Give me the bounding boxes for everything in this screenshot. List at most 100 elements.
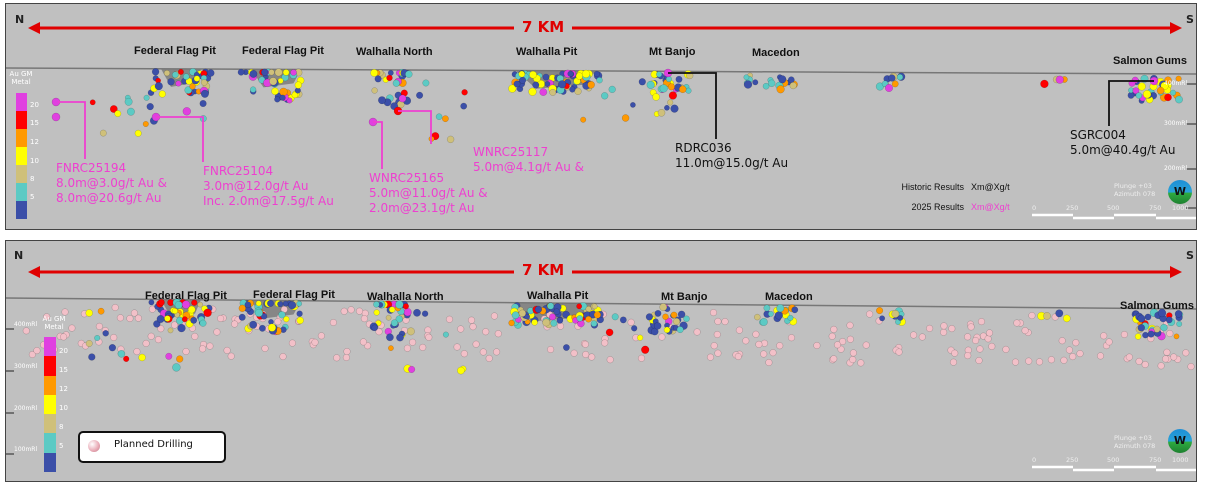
drill-intercept — [1043, 312, 1051, 320]
drill-intercept — [654, 309, 662, 317]
planned-drill-hole — [453, 343, 461, 351]
planned-drill-hole — [977, 318, 986, 326]
planned-drill-hole — [1058, 337, 1066, 345]
pit-label-mt-banjo: Mt Banjo — [649, 46, 696, 58]
drill-intercept — [237, 68, 245, 76]
drill-intercept — [1142, 90, 1152, 99]
drill-intercept — [296, 310, 303, 317]
drill-intercept — [193, 75, 201, 82]
planned-drill-hole — [1002, 345, 1010, 353]
planned-drill-hole — [1069, 353, 1077, 361]
drill-intercept — [296, 316, 304, 325]
drill-intercept — [181, 300, 191, 309]
drill-intercept — [392, 79, 400, 87]
drill-intercept — [395, 315, 403, 323]
elevation-label: 300mRl — [1164, 120, 1188, 127]
planned-drill-hole — [154, 336, 162, 344]
distance-arrow — [28, 266, 1182, 278]
planned-drill-hole — [1021, 327, 1029, 335]
drill-intercept — [254, 308, 264, 318]
drill-intercept — [288, 301, 297, 310]
drill-intercept — [646, 80, 655, 89]
planned-drill-hole — [951, 349, 959, 357]
drill-intercept — [891, 80, 899, 88]
drill-intercept — [296, 300, 303, 307]
legend-tick: 5 — [59, 442, 64, 450]
drill-intercept — [667, 83, 675, 91]
drill-intercept — [190, 316, 198, 324]
planned-drill-hole — [975, 356, 983, 365]
planned-drill-hole — [601, 339, 609, 347]
drill-hole-dots — [51, 68, 1183, 144]
planned-drill-hole — [355, 307, 364, 315]
drill-intercept — [99, 129, 107, 137]
planned-drill-hole — [940, 328, 948, 336]
planned-drill-hole — [582, 350, 590, 359]
planned-drill-hole — [706, 353, 715, 361]
planned-drill-hole — [261, 344, 269, 352]
drill-intercept — [1147, 330, 1155, 338]
drill-intercept — [683, 315, 690, 323]
planned-drill-hole — [419, 343, 427, 351]
drill-intercept — [791, 306, 799, 314]
drill-intercept — [1164, 93, 1172, 102]
planned-drill-hole — [1011, 358, 1020, 366]
drill-intercept — [1142, 331, 1149, 339]
drill-intercept — [277, 301, 284, 308]
drill-intercept — [138, 353, 146, 362]
drill-intercept — [659, 84, 668, 93]
drill-intercept — [402, 303, 409, 310]
drill-intercept — [282, 69, 290, 76]
drill-intercept — [743, 74, 750, 81]
legend-color-segment — [16, 165, 27, 183]
drill-intercept — [776, 304, 785, 313]
drill-intercept — [767, 79, 776, 88]
planned-drill-hole — [949, 358, 958, 366]
drill-intercept — [767, 310, 774, 317]
drill-intercept — [1062, 314, 1071, 323]
planned-drill-hole — [964, 352, 972, 360]
drill-intercept — [182, 73, 190, 81]
drill-intercept — [656, 71, 663, 78]
drill-intercept — [743, 80, 753, 89]
planned-drill-hole — [217, 314, 225, 323]
drill-intercept — [550, 319, 558, 327]
scale-tick: 750 — [1149, 456, 1162, 464]
planned-drill-hole — [910, 331, 918, 339]
drill-intercept — [244, 301, 252, 309]
legend-color-segment — [16, 129, 27, 147]
distance-arrow — [28, 22, 1182, 34]
black-leader-lines — [668, 72, 1154, 139]
compass-globe-icon: W — [1168, 429, 1192, 453]
planned-drill-hole — [742, 337, 750, 345]
planned-drill-hole — [752, 330, 760, 338]
drill-intercept — [891, 309, 900, 318]
drill-intercept — [557, 80, 567, 89]
legend-tick: 15 — [30, 119, 39, 127]
planned-drill-hole — [837, 345, 845, 353]
long-section-current: N S 7 KM Federal Flag Pit Federal Flag P… — [5, 3, 1197, 230]
planned-drill-hole — [409, 338, 417, 346]
surface-line — [6, 297, 1196, 310]
planned-drill-hole — [469, 323, 477, 331]
planned-drill-hole — [126, 314, 134, 323]
drill-intercept — [442, 115, 449, 123]
drill-intercept — [388, 345, 394, 351]
planned-drill-hole — [317, 332, 325, 340]
drill-intercept — [403, 307, 412, 317]
drill-intercept — [85, 340, 93, 347]
drill-intercept — [283, 315, 290, 323]
scale-tick: 500 — [1107, 456, 1120, 464]
planned-drill-hole — [1170, 353, 1178, 361]
drill-intercept — [167, 78, 175, 86]
legend-color-segment — [44, 433, 56, 453]
planned-drill-hole — [333, 354, 341, 362]
planned-drill-hole — [1157, 362, 1165, 370]
drill-intercept — [158, 299, 165, 306]
planned-drill-hole — [581, 340, 589, 348]
planned-drill-hole — [693, 328, 701, 336]
drill-intercept — [374, 75, 382, 83]
view-azimuth: Azimuth 078 — [1114, 190, 1156, 198]
drill-intercept — [88, 353, 96, 361]
drill-intercept — [677, 310, 686, 319]
